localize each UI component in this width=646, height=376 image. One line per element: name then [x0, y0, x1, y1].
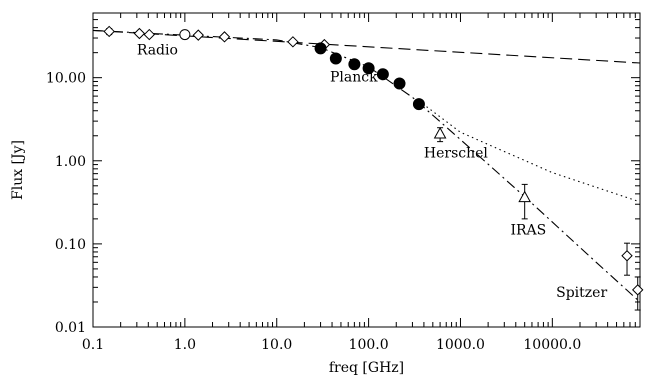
data-point-circle-filled	[376, 68, 389, 81]
data-points	[103, 25, 644, 311]
diamond-marker	[218, 31, 231, 43]
x-tick-label: 100.0	[349, 337, 389, 353]
data-point-circle-filled	[393, 77, 406, 90]
diamond-marker	[632, 284, 644, 296]
triangle-marker	[433, 126, 447, 139]
annotation-label: Radio	[137, 43, 178, 59]
y-tick-label: 0.01	[55, 320, 86, 336]
filled-circle-marker	[376, 68, 389, 81]
annotation-label: Planck	[330, 69, 378, 85]
text-labels: 0.1 1.0 10.0 100.0 1000.0 10000.0 0.01 0.10 1.00…	[46, 43, 608, 353]
data-point-diamond-open	[103, 25, 115, 38]
filled-circle-marker	[329, 52, 342, 65]
y-tick-label: 1.00	[55, 154, 86, 170]
data-point-diamond-open	[192, 29, 204, 41]
data-point-circle-filled	[362, 62, 375, 75]
data-point-triangle-open	[518, 183, 532, 220]
data-point-circle-filled	[348, 58, 361, 71]
data-point-circle-open	[179, 29, 191, 41]
data-point-circle-filled	[314, 42, 327, 55]
filled-circle-marker	[348, 58, 361, 71]
x-tick-label: 10.0	[261, 337, 292, 353]
data-point-diamond-open	[133, 27, 146, 40]
diamond-marker	[143, 28, 156, 41]
data-point-diamond-open	[287, 36, 299, 48]
data-point-circle-filled	[329, 52, 342, 65]
diamond-marker	[133, 27, 146, 40]
dotted-model-line	[418, 100, 640, 203]
y-tick-label: 0.10	[55, 237, 86, 253]
dashdot-model-line	[93, 29, 640, 303]
y-axis-label: Flux [Jy]	[10, 140, 26, 200]
data-point-diamond-open	[621, 242, 633, 276]
filled-circle-marker	[314, 42, 327, 55]
data-point-diamond-open	[632, 276, 644, 311]
annotation-label: Herschel	[424, 145, 489, 161]
axis-ticks	[92, 12, 641, 328]
data-point-circle-filled	[412, 98, 425, 111]
diamond-marker	[621, 250, 633, 262]
open-circle-marker	[179, 29, 191, 41]
data-point-diamond-open	[143, 28, 156, 41]
data-point-diamond-open	[218, 31, 231, 43]
filled-circle-marker	[362, 62, 375, 75]
x-tick-label: 1.0	[174, 337, 196, 353]
frame	[92, 12, 641, 328]
y-tick-label: 10.00	[46, 71, 86, 87]
diamond-marker	[192, 29, 204, 41]
diamond-marker	[103, 25, 115, 38]
data-point-triangle-open	[433, 126, 447, 143]
diamond-marker	[287, 36, 299, 48]
filled-circle-marker	[393, 77, 406, 90]
x-tick-label: 1000.0	[436, 337, 485, 353]
annotation-label: IRAS	[510, 222, 546, 238]
x-axis-label: freq [GHz]	[329, 360, 404, 376]
filled-circle-marker	[412, 98, 425, 111]
annotation-label: Spitzer	[556, 285, 607, 301]
x-tick-label: 10000.0	[523, 337, 581, 353]
triangle-marker	[518, 190, 532, 203]
plot-frame	[92, 12, 641, 328]
x-tick-label: 0.1	[82, 337, 104, 353]
